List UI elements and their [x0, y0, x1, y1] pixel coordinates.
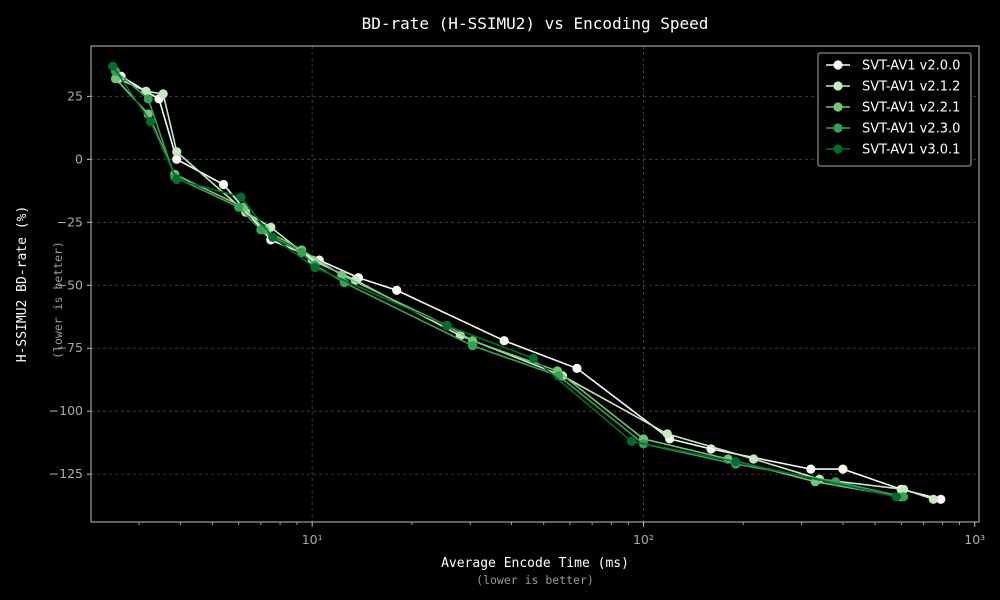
x-axis-note: (lower is better)	[476, 573, 594, 587]
legend-marker	[833, 123, 843, 133]
data-point	[838, 464, 848, 474]
data-point	[145, 117, 155, 127]
legend-label: SVT-AV1 v2.2.1	[862, 101, 960, 116]
data-point	[442, 321, 452, 331]
legend-label: SVT-AV1 v2.0.0	[862, 59, 960, 74]
x-tick-label: 10¹	[302, 532, 323, 547]
legend-marker	[833, 102, 843, 112]
data-point	[141, 86, 151, 96]
x-axis-label: Average Encode Time (ms)	[441, 556, 629, 571]
data-point	[572, 363, 582, 373]
data-point	[528, 353, 538, 363]
data-point	[936, 494, 946, 504]
data-point	[268, 232, 278, 242]
legend-frame	[817, 52, 972, 167]
data-point	[928, 494, 939, 504]
data-point	[806, 464, 816, 474]
data-point	[172, 147, 182, 157]
y-tick-label: −50	[57, 277, 83, 292]
data-point	[158, 89, 168, 99]
data-point	[143, 94, 153, 104]
y-tick-label: −100	[49, 403, 83, 418]
legend-label: SVT-AV1 v3.0.1	[862, 143, 960, 158]
series-5	[108, 61, 902, 502]
legend-label: SVT-AV1 v2.3.0	[862, 122, 960, 137]
y-tick-label: 25	[67, 88, 83, 103]
legend-item: SVT-AV1 v2.1.2	[826, 80, 960, 95]
data-point	[218, 179, 229, 190]
y-tick-label: 0	[75, 151, 83, 166]
data-point	[172, 154, 182, 164]
data-point	[899, 492, 909, 502]
y-tick-label: −125	[49, 466, 83, 481]
data-point	[899, 484, 909, 494]
data-point	[731, 457, 741, 467]
series-line	[114, 78, 902, 498]
legend-marker	[833, 81, 843, 91]
y-axis-label: H-SSIMU2 BD-rate (%)	[15, 206, 30, 363]
data-point	[392, 285, 402, 295]
data-point	[626, 436, 637, 446]
data-point	[891, 492, 902, 502]
data-point	[297, 247, 307, 258]
x-tick-label: 10²	[633, 532, 654, 547]
legend-marker	[833, 144, 843, 154]
x-axis: 10¹ 10² 10³	[138, 522, 985, 547]
series-layer	[108, 61, 946, 504]
data-point	[310, 263, 320, 273]
chart-title: BD-rate (H-SSIMU2) vs Encoding Speed	[362, 14, 709, 33]
plot-frame	[90, 45, 980, 523]
data-point	[749, 454, 759, 464]
legend-marker	[833, 60, 843, 70]
legend: SVT-AV1 v2.0.0 SVT-AV1 v2.1.2 SVT-AV1 v2.2…	[817, 52, 972, 167]
legend-item: SVT-AV1 v3.0.1	[826, 143, 960, 158]
data-point	[256, 225, 266, 235]
data-point	[172, 174, 182, 185]
legend-label: SVT-AV1 v2.1.2	[862, 80, 960, 95]
legend-item: SVT-AV1 v2.3.0	[826, 122, 960, 137]
x-tick-label: 10³	[964, 532, 985, 547]
y-axis-note: (lower is better)	[51, 241, 65, 359]
data-point	[662, 429, 672, 439]
data-point	[499, 336, 509, 346]
data-point	[468, 341, 478, 351]
y-tick-label: −25	[57, 214, 83, 229]
legend-item: SVT-AV1 v2.2.1	[826, 101, 960, 116]
data-point	[234, 202, 244, 212]
y-axis: 25 0 −25 −50 −75 −100 −125	[49, 88, 91, 481]
y-tick-label: −75	[57, 340, 83, 355]
data-point	[108, 61, 118, 71]
data-point	[339, 278, 349, 288]
legend-item: SVT-AV1 v2.0.0	[826, 59, 960, 74]
data-point	[236, 192, 246, 202]
data-point	[337, 270, 347, 280]
data-point	[110, 74, 121, 84]
